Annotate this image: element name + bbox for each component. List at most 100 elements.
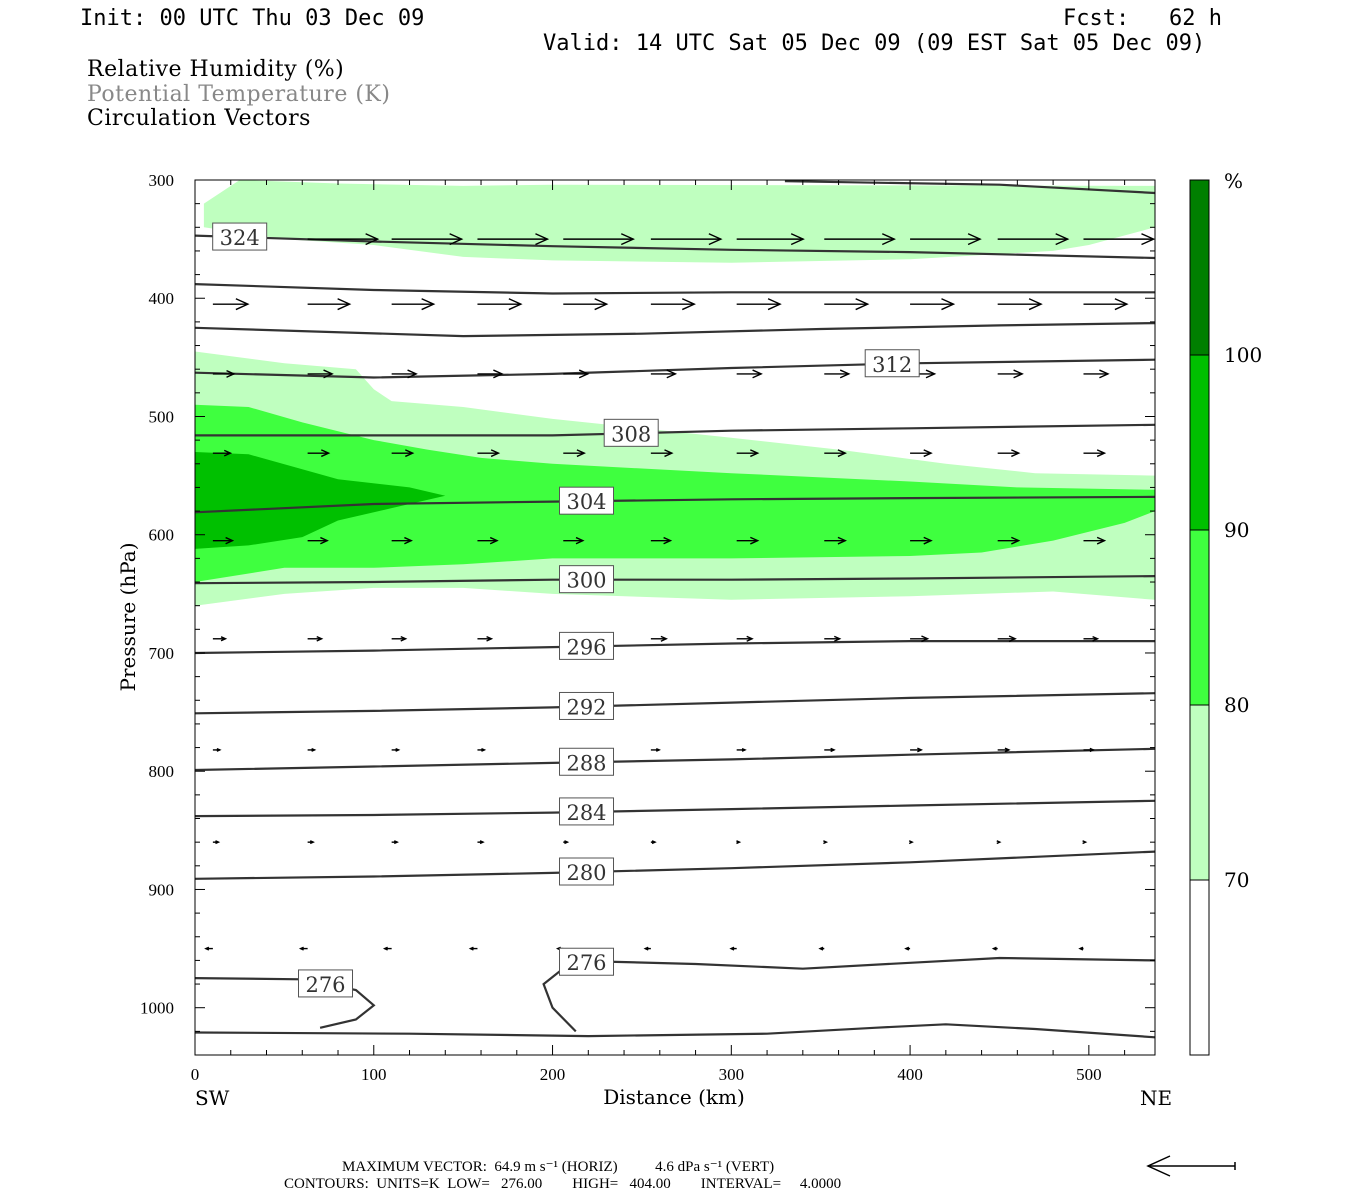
vector-arrow — [307, 536, 329, 545]
y-tick-label: 600 — [149, 526, 175, 545]
vector-arrow — [824, 449, 847, 458]
vector-arrow — [391, 369, 418, 379]
contour-label-296: 296 — [566, 635, 606, 659]
vector-arrow — [391, 747, 401, 752]
vector-arrow — [650, 840, 657, 845]
x-tick-label: 100 — [361, 1065, 387, 1084]
plot-frame — [194, 179, 1156, 1056]
theta-contour-unlabeled-15 — [195, 1023, 1155, 1039]
vector-arrow — [391, 233, 464, 246]
vector-arrow — [212, 840, 221, 845]
y-tick-label: 300 — [149, 171, 175, 190]
contour-label-box — [559, 857, 615, 886]
contour-label-300: 300 — [566, 569, 606, 593]
vector-arrow — [212, 536, 235, 545]
vector-arrow — [382, 946, 392, 951]
colorbar-segment — [1189, 179, 1210, 356]
vector-arrow — [736, 840, 742, 845]
colorbar-label: 100 — [1224, 343, 1262, 367]
y-tick-label: 700 — [149, 644, 175, 663]
theta-contour-284-11 — [195, 799, 1155, 818]
vector-arrow — [997, 747, 1011, 753]
vector-arrow — [391, 298, 436, 311]
init-time-label: Init: 00 UTC Thu 03 Dec 09 — [80, 6, 425, 31]
contour-label-box — [864, 349, 920, 378]
colorbar-segment — [1189, 529, 1210, 706]
vector-arrow — [910, 536, 933, 545]
vector-arrow — [563, 449, 586, 458]
vector-arrow — [298, 946, 308, 951]
x-tick-label: 200 — [540, 1065, 566, 1084]
vector-arrow — [212, 636, 228, 642]
colorbar: 100 90 80 70% — [1189, 169, 1262, 1056]
vector-arrow — [563, 298, 609, 311]
vector-arrow — [477, 298, 523, 311]
vector-arrow — [477, 233, 550, 246]
vector-arrow — [910, 747, 923, 753]
vector-arrow — [391, 536, 413, 545]
vector-arrow — [997, 233, 1070, 246]
theta-contour-unlabeled-2 — [195, 283, 1155, 295]
contour-label-box — [559, 565, 615, 594]
contour-label-288: 288 — [566, 751, 606, 775]
vector-arrow — [650, 449, 674, 458]
y-tick-label: 800 — [149, 762, 175, 781]
x-tick-label: 0 — [191, 1065, 200, 1084]
vector-arrow — [391, 635, 408, 642]
axis-ticks: 300 400 500 600 700 800 900 1000 0 100 200 300 400 50… — [140, 171, 1155, 1084]
vector-arrow — [910, 233, 982, 246]
vector-arrow — [391, 449, 415, 458]
legend-potential-temperature: Potential Temperature (K) — [87, 82, 391, 107]
theta-contours — [195, 180, 1155, 1039]
vector-arrow — [212, 369, 236, 378]
vector-arrow — [477, 747, 487, 752]
vector-arrow — [650, 369, 678, 379]
theta-contour-280-12 — [195, 850, 1155, 880]
vector-arrow — [650, 298, 696, 311]
vector-arrow — [307, 840, 315, 845]
x-tick-label: 400 — [897, 1065, 923, 1084]
vector-arrow — [997, 369, 1024, 379]
vector-arrow — [477, 840, 485, 845]
valid-time-label: Valid: 14 UTC Sat 05 Dec 09 (09 EST Sat … — [543, 31, 1206, 56]
rh-region-80-2 — [195, 404, 1155, 582]
contour-label-292: 292 — [566, 695, 606, 719]
vector-arrow — [477, 369, 504, 379]
contours-text: CONTOURS: UNITS=K LOW= 276.00 HIGH= 404.… — [284, 1176, 842, 1192]
vector-arrow — [824, 298, 870, 311]
theta-contour-unlabeled-3 — [195, 322, 1155, 338]
rh-region-90-3 — [195, 452, 446, 549]
vector-arrow — [823, 840, 829, 845]
vector-arrow — [1083, 747, 1095, 753]
x-tick-label: 300 — [719, 1065, 745, 1084]
y-tick-label: 900 — [149, 880, 175, 899]
vector-arrow — [910, 635, 930, 643]
colorbar-segment — [1189, 354, 1210, 531]
contour-label-box — [559, 747, 615, 776]
vector-arrow — [391, 840, 399, 845]
colorbar-label: 90 — [1224, 518, 1249, 542]
vector-arrow — [212, 298, 250, 311]
vector-arrow — [563, 369, 590, 379]
colorbar-segment — [1189, 879, 1210, 1056]
max-vector-arrow-icon — [1146, 1155, 1236, 1177]
contour-label-312: 312 — [872, 353, 912, 377]
vector-arrow — [910, 449, 933, 458]
vector-arrow — [563, 536, 585, 545]
vector-arrow — [736, 298, 782, 311]
vector-arrow — [1082, 840, 1088, 845]
contour-label-box — [559, 486, 615, 515]
y-tick-label: 1000 — [140, 999, 174, 1018]
circulation-vectors — [204, 233, 1155, 951]
contour-label-box — [559, 631, 615, 660]
vector-arrow — [824, 747, 836, 753]
x-end-label-sw: SW — [195, 1086, 230, 1110]
y-tick-label: 400 — [149, 289, 175, 308]
vector-arrow — [997, 536, 1021, 545]
vector-arrow — [307, 449, 331, 458]
vector-arrow — [736, 449, 760, 458]
vector-arrow — [824, 536, 847, 545]
vector-arrow — [1078, 946, 1084, 951]
vector-arrow — [1083, 449, 1107, 458]
vector-arrow — [212, 747, 222, 752]
